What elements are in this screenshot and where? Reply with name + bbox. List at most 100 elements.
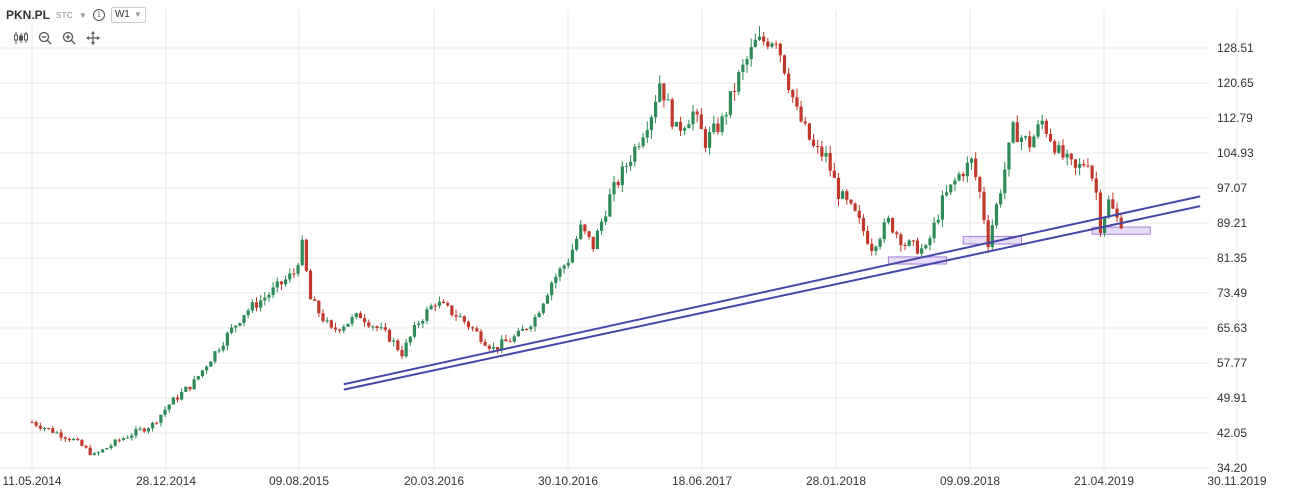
candle-body <box>836 177 841 199</box>
candle-body <box>184 386 188 392</box>
candle-body <box>558 268 562 277</box>
candle-body <box>67 438 72 441</box>
candle-body <box>662 83 666 101</box>
candle-body <box>845 191 849 200</box>
candle-body <box>699 114 703 130</box>
candle-body <box>80 440 84 446</box>
candle-body <box>969 158 974 163</box>
candle-body <box>358 313 363 319</box>
candle-body <box>716 123 720 133</box>
candle-body <box>824 153 828 157</box>
candle-body <box>949 184 953 193</box>
candle-body <box>1107 199 1111 218</box>
x-tick-label: 18.06.2017 <box>672 474 732 488</box>
candle-body <box>446 303 450 306</box>
candle-body <box>687 124 691 129</box>
candle-body <box>338 329 342 331</box>
candle-body <box>915 240 920 254</box>
candle-body <box>732 91 737 93</box>
candle-body <box>275 281 279 288</box>
candle-body <box>429 305 433 310</box>
chart-tools <box>12 30 102 46</box>
candle-body <box>870 243 874 252</box>
candle-body <box>953 180 957 185</box>
candle-body <box>362 318 367 323</box>
candle-body <box>961 173 965 177</box>
candle-body <box>874 246 878 252</box>
candle-body <box>554 276 558 283</box>
candle-body <box>234 325 238 328</box>
candle-body <box>762 36 766 42</box>
candle-body <box>450 305 454 316</box>
candle-body <box>674 121 678 127</box>
candle-body <box>209 361 213 367</box>
candle-body <box>774 43 778 45</box>
y-tick-label: 49.91 <box>1217 391 1247 405</box>
candle-body <box>175 397 180 400</box>
candle-body <box>34 422 38 426</box>
candle-body <box>670 99 674 127</box>
candle-style-icon[interactable] <box>12 30 30 46</box>
candle-body <box>171 397 175 405</box>
zoom-in-icon[interactable] <box>60 30 78 46</box>
candle-body <box>637 146 641 148</box>
candle-body <box>529 326 533 330</box>
chevron-down-icon[interactable]: ▼ <box>78 10 87 20</box>
candle-body <box>292 273 296 275</box>
candle-body <box>387 329 392 342</box>
candle-body <box>350 317 354 324</box>
candle-body <box>1057 145 1061 153</box>
candle-body <box>803 121 807 124</box>
candle-body <box>899 234 903 246</box>
candle-body <box>587 231 591 237</box>
candle-body <box>76 438 80 441</box>
candle-body <box>1032 136 1036 148</box>
candle-body <box>121 438 126 440</box>
candle-body <box>192 379 196 390</box>
candle-body <box>1090 165 1094 179</box>
candle-body <box>691 111 695 125</box>
candle-body <box>150 422 155 429</box>
candle-body <box>724 114 728 117</box>
candle-body <box>616 182 620 186</box>
candle-body <box>462 316 466 322</box>
candle-body <box>579 224 583 239</box>
candle-body <box>753 39 757 47</box>
candle-body <box>466 321 471 328</box>
candle-body <box>471 327 475 329</box>
candle-body <box>1003 169 1007 194</box>
info-icon[interactable]: i <box>92 9 105 21</box>
candle-body <box>782 55 787 74</box>
candle-body <box>516 330 520 337</box>
candle-body <box>541 303 545 314</box>
candle-body <box>857 210 861 219</box>
crosshair-move-icon[interactable] <box>84 30 102 46</box>
candle-body <box>491 347 496 349</box>
interval-select[interactable]: W1 ▼ <box>110 7 146 23</box>
candle-body <box>911 240 915 242</box>
candle-body <box>1053 141 1057 153</box>
candle-body <box>155 422 159 424</box>
candle-body <box>238 322 242 326</box>
candle-body <box>404 342 408 357</box>
candle-body <box>741 64 745 73</box>
candle-body <box>620 166 624 186</box>
candle-body <box>425 309 429 321</box>
symbol-label[interactable]: PKN.PL <box>6 8 51 22</box>
candle-body <box>1015 122 1019 143</box>
candle-body <box>400 350 404 357</box>
candle-body <box>88 447 92 455</box>
candle-body <box>163 409 167 415</box>
candle-body <box>71 438 76 441</box>
candle-body <box>1111 199 1115 209</box>
candle-body <box>1082 163 1086 166</box>
candle-body <box>433 305 437 307</box>
candle-body <box>604 216 608 222</box>
exchange-label: STC <box>56 10 73 20</box>
candle-body <box>1048 133 1053 142</box>
candle-body <box>728 91 733 115</box>
candle-body <box>117 439 121 441</box>
zoom-out-icon[interactable] <box>36 30 54 46</box>
candle-body <box>283 279 288 285</box>
